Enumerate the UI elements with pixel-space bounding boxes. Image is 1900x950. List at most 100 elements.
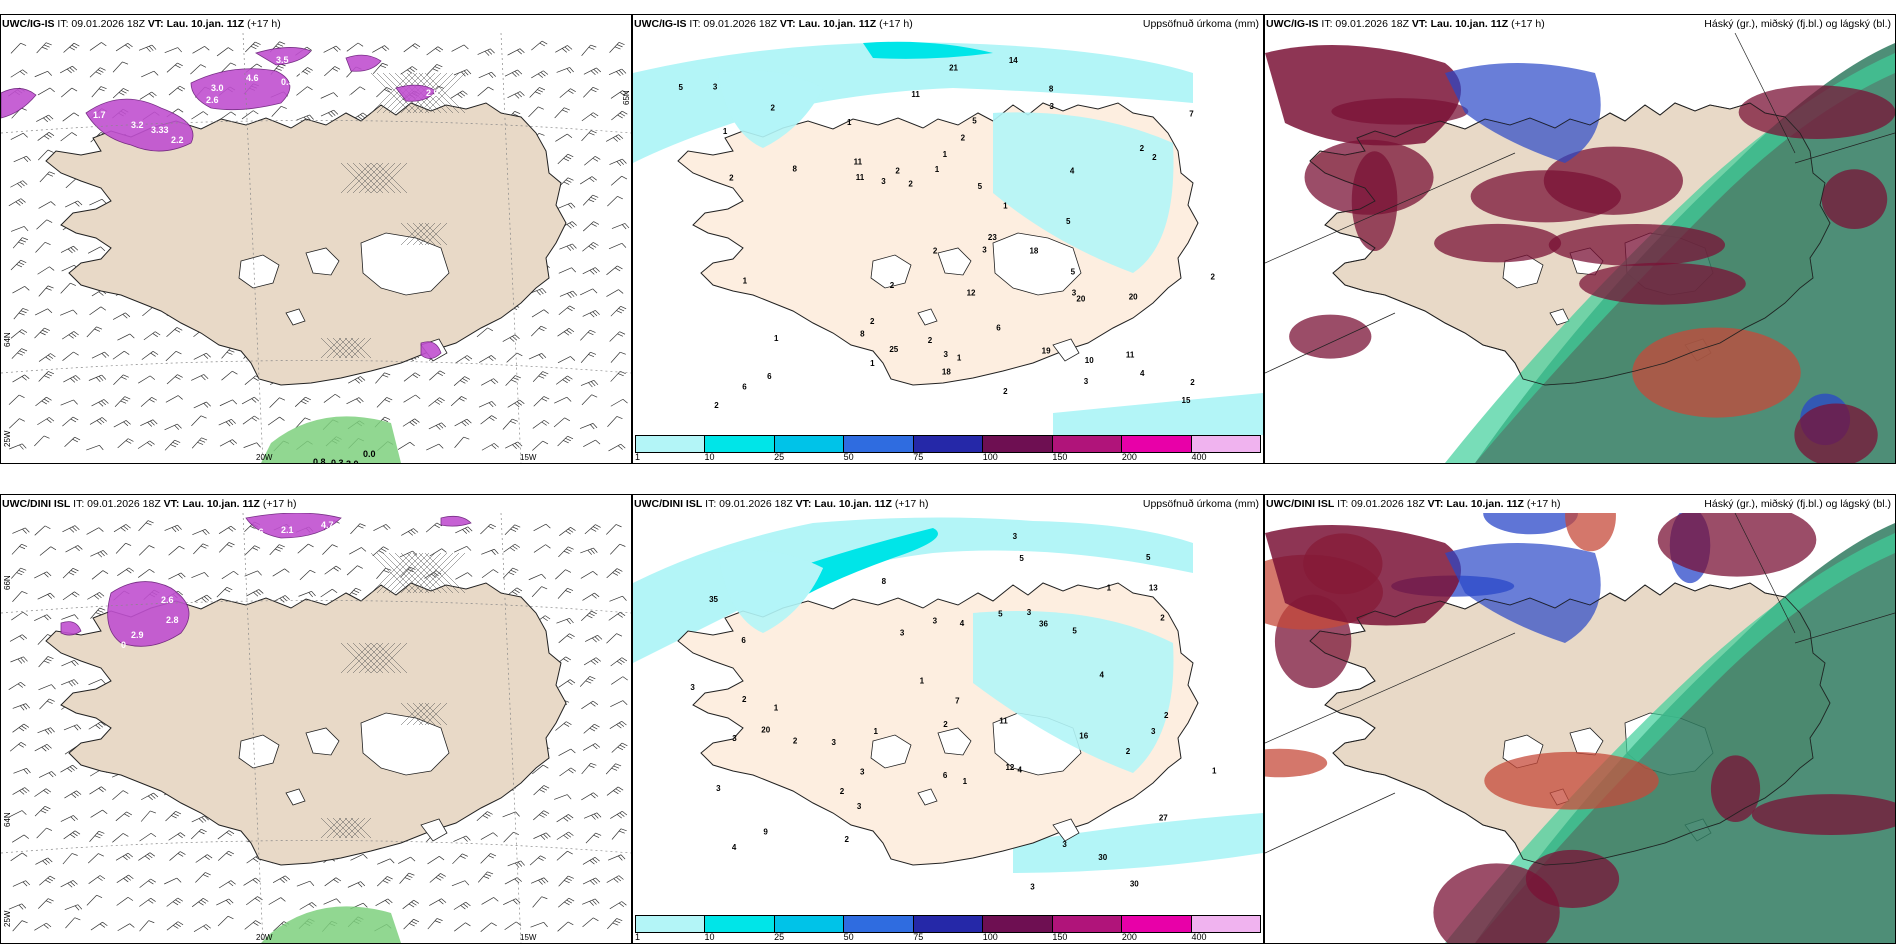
wind-value-label: 3.5 bbox=[276, 55, 289, 65]
precip-colorbar: 1 10 25 50 75 100 150 200 400 bbox=[633, 915, 1263, 943]
precip-value: 12 bbox=[1005, 763, 1014, 772]
colorbar-label: 400 bbox=[1191, 932, 1207, 942]
cloud-blob bbox=[1289, 314, 1372, 359]
precip-value: 2 bbox=[1003, 387, 1008, 396]
wind-value-label: 2.9 bbox=[131, 630, 144, 640]
colorbar-swatch bbox=[705, 916, 775, 932]
cloud-blob bbox=[1565, 513, 1616, 552]
precip-value: 3 bbox=[900, 629, 905, 638]
colorbar-cells bbox=[635, 915, 1261, 933]
precip-value: 7 bbox=[955, 696, 960, 705]
lat-label-64n: 64N bbox=[3, 812, 12, 827]
precip-purple-area bbox=[60, 621, 82, 636]
colorbar-swatch bbox=[1191, 916, 1260, 932]
colorbar-cells bbox=[635, 435, 1261, 453]
precip-band-land bbox=[973, 611, 1174, 773]
panel-header: UWC/IG-IS IT: 09.01.2026 18Z VT: Lau. 10… bbox=[1, 15, 631, 33]
colorbar-swatch bbox=[1052, 916, 1123, 932]
cloud-blob bbox=[1265, 748, 1328, 778]
precip-value: 3 bbox=[943, 350, 948, 359]
precip-value: 2 bbox=[729, 174, 734, 183]
precip-value: 3 bbox=[713, 82, 718, 91]
colorbar-swatch bbox=[983, 436, 1053, 452]
precip-value: 2 bbox=[1164, 711, 1169, 720]
cloud-blob bbox=[1470, 170, 1622, 223]
precip-value: 2 bbox=[895, 167, 900, 176]
precip-value: 2 bbox=[1152, 153, 1157, 162]
precip-value: 27 bbox=[1159, 814, 1168, 823]
precip-value: 3 bbox=[857, 802, 862, 811]
wind-value-label: 2.1 bbox=[281, 525, 294, 535]
cloud-blob bbox=[1525, 849, 1620, 908]
precip-value: 1 bbox=[847, 118, 852, 127]
colorbar-swatch bbox=[1122, 436, 1192, 452]
precip-purple-area bbox=[440, 515, 472, 527]
projection-line bbox=[1265, 792, 1396, 854]
precip-value: 14 bbox=[1009, 56, 1018, 65]
precip-value: 4 bbox=[1140, 369, 1145, 378]
panel-cloud-igis: UWC/IG-IS IT: 09.01.2026 18Z VT: Lau. 10… bbox=[1264, 14, 1896, 464]
cloud-blob bbox=[1434, 223, 1562, 263]
precip-value: 3 bbox=[1062, 840, 1067, 849]
projection-line bbox=[1265, 152, 1516, 264]
precip-value: 1 bbox=[943, 150, 948, 159]
precip-value: 5 bbox=[679, 83, 684, 92]
precip-value: 1 bbox=[1107, 584, 1112, 593]
precip-value: 1 bbox=[935, 165, 940, 174]
cloud-blob bbox=[1657, 513, 1817, 577]
precip-value: 6 bbox=[996, 323, 1001, 332]
wind-value-label: 0.3 bbox=[331, 458, 344, 463]
precip-value: 4 bbox=[1099, 671, 1104, 680]
iceland-outline bbox=[1309, 102, 1831, 386]
cloud-blob bbox=[1483, 513, 1578, 535]
wind-value-label: 4.6 bbox=[246, 73, 259, 83]
wind-value-label: 4.6 bbox=[341, 93, 354, 103]
cloud-blob bbox=[1484, 751, 1659, 810]
panel-header: UWC/IG-IS IT: 09.01.2026 18Z VT: Lau. 10… bbox=[633, 15, 1263, 33]
glacier bbox=[238, 254, 280, 289]
precip-value: 11 bbox=[1126, 351, 1135, 360]
precip-value: 5 bbox=[972, 117, 977, 126]
panel-header: UWC/DINI ISL IT: 09.01.2026 18Z VT: Lau.… bbox=[1265, 495, 1895, 513]
precip-value: 2 bbox=[742, 695, 747, 704]
lon-label-20w: 20W bbox=[256, 933, 273, 942]
glacier bbox=[305, 247, 340, 276]
precip-value: 1 bbox=[957, 354, 962, 363]
wind-value-label: 3.2 bbox=[131, 120, 144, 130]
mid-cloud-layer bbox=[1445, 63, 1601, 163]
projection-line bbox=[1265, 312, 1396, 374]
precip-value: 1 bbox=[963, 777, 968, 786]
precip-value: 2 bbox=[770, 104, 775, 113]
precip-value: 3 bbox=[1050, 102, 1055, 111]
precip-value: 13 bbox=[1149, 583, 1158, 592]
precip-value: 3 bbox=[1151, 727, 1156, 736]
lon-label-20w: 20W bbox=[256, 453, 273, 462]
panel-header: UWC/DINI ISL IT: 09.01.2026 18Z VT: Lau.… bbox=[633, 495, 1263, 513]
precip-value: 18 bbox=[942, 367, 951, 376]
precip-band-land bbox=[718, 70, 823, 148]
precip-value: 3 bbox=[831, 738, 836, 747]
precip-value: 5 bbox=[998, 609, 1003, 618]
wind-value-label: 0.0 bbox=[363, 449, 376, 459]
glacier bbox=[420, 818, 448, 842]
precip-value: 18 bbox=[1029, 247, 1038, 256]
panel-header: UWC/DINI ISL IT: 09.01.2026 18Z VT: Lau.… bbox=[1, 495, 631, 513]
panel-wind-igis: UWC/IG-IS IT: 09.01.2026 18Z VT: Lau. 10… bbox=[0, 14, 632, 464]
panel-precip-dini: UWC/DINI ISL IT: 09.01.2026 18Z VT: Lau.… bbox=[632, 494, 1264, 944]
precip-value: 3 bbox=[1013, 532, 1018, 541]
glacier bbox=[305, 727, 340, 756]
precip-value: 12 bbox=[967, 288, 976, 297]
wind-value-label: 4.7 bbox=[321, 520, 334, 530]
wind-value-label: 2.8 bbox=[166, 615, 179, 625]
mid-cloud-layer bbox=[1445, 543, 1601, 643]
precip-value: 7 bbox=[1189, 109, 1194, 118]
lat-label-64n: 64N bbox=[3, 332, 12, 347]
colorbar-label: 10 bbox=[704, 932, 715, 942]
colorbar-label: 200 bbox=[1121, 932, 1137, 942]
glacier bbox=[238, 734, 280, 769]
precip-value: 4 bbox=[1017, 766, 1022, 775]
precip-value: 8 bbox=[792, 164, 797, 173]
colorbar-label: 75 bbox=[913, 932, 924, 942]
precip-value: 1 bbox=[743, 276, 748, 285]
precip-value: 8 bbox=[1049, 85, 1054, 94]
